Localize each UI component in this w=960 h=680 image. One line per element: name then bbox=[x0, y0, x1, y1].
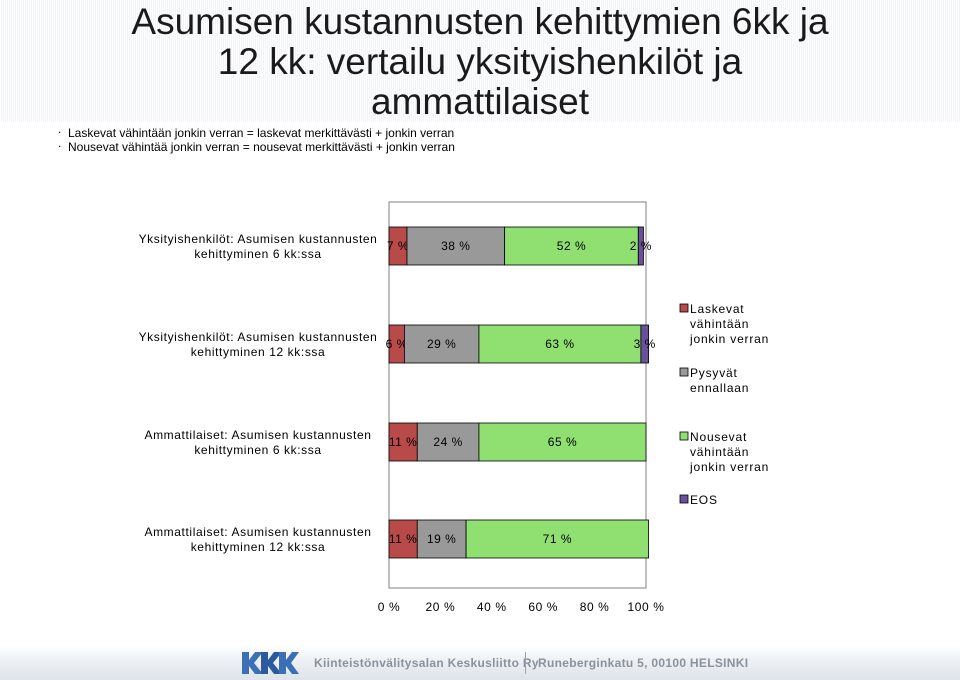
category-label: Ammattilaiset: Asumisen kustannusten kehi… bbox=[144, 428, 371, 457]
plot-frame bbox=[388, 201, 647, 589]
data-label: 63 % bbox=[545, 337, 574, 351]
data-label: 71 % bbox=[543, 532, 572, 546]
title-band bbox=[0, 0, 960, 122]
note-bullet: . bbox=[58, 136, 62, 150]
data-label: 52 % bbox=[557, 239, 586, 253]
footer-address: Runeberginkatu 5, 00100 HELSINKI bbox=[538, 656, 749, 670]
category-label: Ammattilaiset: Asumisen kustannusten kehi… bbox=[144, 525, 371, 554]
category-label: Yksityishenkilöt: Asumisen kustannusten k… bbox=[139, 330, 378, 359]
x-tick-label: 60 % bbox=[528, 600, 558, 614]
bar-segment-pysyvat bbox=[416, 519, 467, 559]
legend-swatch-laskevat bbox=[679, 303, 689, 313]
data-label: 24 % bbox=[433, 435, 462, 449]
x-tick-label: 100 % bbox=[627, 600, 664, 614]
data-label: 2 % bbox=[630, 239, 652, 253]
bar-segment-nousevat bbox=[465, 519, 649, 559]
notes: . Laskevat vähintään jonkin verran = las… bbox=[58, 122, 455, 154]
note-laskevat: . Laskevat vähintään jonkin verran = las… bbox=[58, 122, 455, 140]
legend-swatch-eos bbox=[679, 494, 689, 504]
x-tick-label: 20 % bbox=[426, 600, 456, 614]
data-label: 6 % bbox=[386, 337, 408, 351]
bar-segment-laskevat bbox=[388, 519, 418, 559]
bar-segment-pysyvat bbox=[406, 226, 506, 266]
bar-segment-pysyvat bbox=[404, 324, 480, 364]
x-tick-label: 40 % bbox=[477, 600, 507, 614]
stacked-bar-chart: Yksityishenkilöt: Asumisen kustannusten k… bbox=[139, 201, 769, 614]
data-label: 11 % bbox=[389, 532, 417, 546]
bar-segment-laskevat bbox=[388, 422, 418, 462]
data-label: 29 % bbox=[427, 337, 456, 351]
data-label: 11 % bbox=[389, 435, 417, 449]
legend-label-pysyvat: Pysyvät ennallaan bbox=[690, 366, 749, 395]
x-tick-label: 80 % bbox=[580, 600, 610, 614]
legend-label-laskevat: Laskevat vähintään jonkin verran bbox=[689, 302, 769, 346]
note-nousevat: . Nousevat vähintää jonkin verran = nous… bbox=[58, 136, 455, 154]
bar-segment-nousevat bbox=[478, 422, 647, 462]
data-label: 19 % bbox=[427, 532, 456, 546]
data-label: 38 % bbox=[441, 239, 470, 253]
x-tick-label: 0 % bbox=[378, 600, 400, 614]
footer-org: Kiinteistönvälitysalan Keskusliitto Ry bbox=[314, 656, 539, 670]
footer: Kiinteistönvälitysalan Keskusliitto Ry R… bbox=[0, 646, 960, 680]
bar-segment-nousevat bbox=[504, 226, 639, 266]
bar-segment-eos bbox=[640, 324, 649, 364]
bar-segment-pysyvat bbox=[416, 422, 480, 462]
data-label: 7 % bbox=[387, 239, 409, 253]
category-label: Yksityishenkilöt: Asumisen kustannusten k… bbox=[139, 232, 378, 261]
note-text: Nousevat vähintää jonkin verran = nousev… bbox=[68, 140, 455, 154]
bar-segment-eos bbox=[637, 226, 644, 266]
slide-title: Asumisen kustannusten kehittymien 6kk ja… bbox=[131, 1, 829, 122]
data-label: 65 % bbox=[548, 435, 577, 449]
footer-divider bbox=[525, 652, 526, 674]
legend-label-eos: EOS bbox=[690, 493, 718, 507]
note-bullet: . bbox=[58, 122, 62, 136]
bar-segment-nousevat bbox=[478, 324, 642, 364]
legend-swatch-nousevat bbox=[679, 431, 689, 441]
skvl-logo-icon bbox=[242, 652, 299, 674]
data-label: 3 % bbox=[634, 337, 656, 351]
legend-label-nousevat: Nousevat vähintään jonkin verran bbox=[689, 430, 769, 474]
legend-swatch-pysyvat bbox=[679, 367, 689, 377]
note-text: Laskevat vähintään jonkin verran = laske… bbox=[68, 126, 455, 140]
